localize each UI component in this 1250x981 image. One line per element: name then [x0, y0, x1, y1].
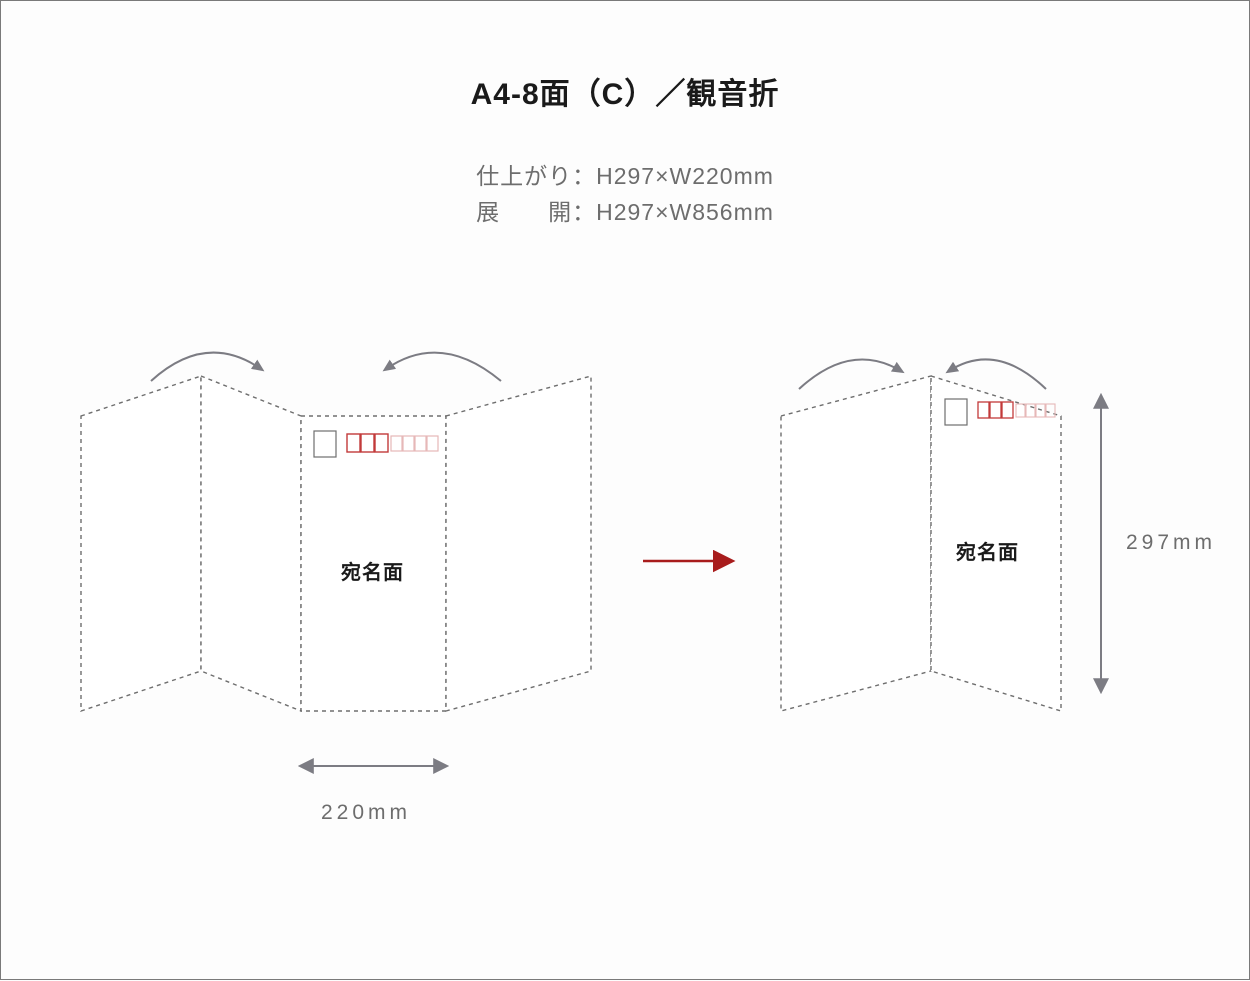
fold-arrow-icon — [386, 353, 501, 381]
fold-arrow-icon — [949, 359, 1046, 389]
fold-arrow-icon — [799, 359, 901, 389]
width-dimension-label: 220mm — [321, 801, 411, 825]
right-folded-shape — [781, 359, 1101, 711]
address-panel-label: 宛名面 — [341, 556, 404, 585]
address-panel-label: 宛名面 — [956, 536, 1019, 565]
diagram-frame: A4-8面（C）／観音折 仕上がり：H297×W220mm 展 開：H297×W… — [0, 0, 1250, 980]
left-unfolded-shape — [81, 353, 591, 766]
fold-arrow-icon — [151, 353, 261, 381]
fold-diagram-svg — [1, 1, 1250, 981]
height-dimension-label: 297mm — [1126, 531, 1216, 555]
